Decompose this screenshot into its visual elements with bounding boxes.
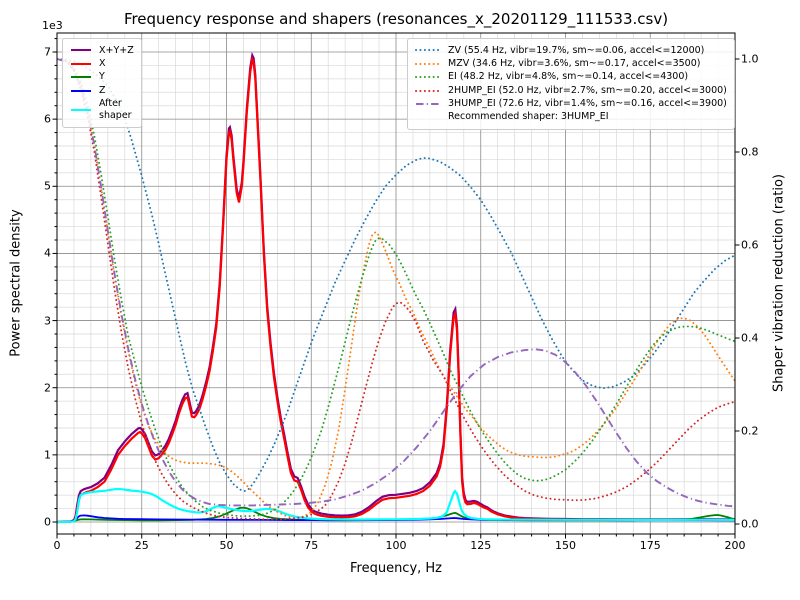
legend-entry: EI (48.2 Hz, vibr=4.8%, sm~=0.14, accel<… [415,71,727,83]
legend-entry: After shaper [70,98,134,122]
grid-minor [57,33,735,534]
y-left-tick-label: 4 [44,246,51,260]
legend-entry: Z [70,85,134,97]
legend-label: 3HUMP_EI (72.6 Hz, vibr=1.4%, sm~=0.16, … [448,98,727,109]
x-tick-label: 50 [219,539,234,552]
y-left-tick-label: 3 [44,314,51,328]
y-axis-left-label: Power spectral density [8,209,24,357]
legend-sample-line [415,89,441,92]
legend-label: Z [99,84,106,96]
legend-label: X+Y+Z [99,44,134,56]
series-mzv [57,58,735,519]
x-tick-label: 175 [639,539,661,552]
legend-entry: 2HUMP_EI (52.0 Hz, vibr=2.7%, sm~=0.20, … [415,85,727,97]
legend-label: 2HUMP_EI (52.0 Hz, vibr=2.7%, sm~=0.20, … [448,84,727,96]
legend-label: MZV (34.6 Hz, vibr=3.6%, sm~=0.17, accel… [448,57,701,69]
tick-marks [52,38,740,539]
x-tick-label: 25 [134,539,149,552]
x-axis-label: Frequency, Hz [349,561,443,576]
x-tick-label: 75 [304,539,319,552]
legend-sample-line [71,89,91,92]
legend-recommendation-note: Recommended shaper: 3HUMP_EI [415,111,727,123]
legend-entry: X [70,58,134,70]
y-left-tick-label: 1 [44,448,51,462]
legend-sample-line [71,76,91,79]
x-tick-label: 100 [385,539,407,552]
legend-label: ZV (55.4 Hz, vibr=19.7%, sm~=0.06, accel… [448,44,705,56]
legend-sample-line [415,62,441,65]
series-ei [57,58,735,518]
legend-entry: Y [70,71,134,83]
series-zv [57,58,735,493]
legend-sample-line [71,49,91,52]
series-2hump_ei [57,58,735,521]
series-lines [57,51,735,524]
series-3hump_ei [57,58,735,508]
legend-entry: MZV (34.6 Hz, vibr=3.6%, sm~=0.17, accel… [415,58,727,70]
legend-label: X [99,57,106,69]
legend-sample-spacer [415,112,441,122]
legend-entry: X+Y+Z [70,45,134,57]
y-axis-right-label: Shaper vibration reduction (ratio) [771,174,787,392]
y-right-tick-label: 0.8 [741,145,759,159]
legend-label: Recommended shaper: 3HUMP_EI [448,111,609,123]
legend-label: Y [99,71,105,83]
legend-entry: 3HUMP_EI (72.6 Hz, vibr=1.4%, sm~=0.16, … [415,98,727,110]
y-left-tick-label: 6 [44,112,51,126]
y-right-tick-label: 0.4 [741,331,759,345]
y-left-tick-label: 2 [44,381,51,395]
chart-title: Frequency response and shapers (resonanc… [123,10,669,28]
legend-sample-line [71,108,91,111]
legend-sample-line [415,49,441,52]
legend-sample-line [415,76,441,79]
y-axis-offset-label: 1e3 [42,19,63,32]
legend-label: EI (48.2 Hz, vibr=4.8%, sm~=0.14, accel<… [448,71,689,83]
x-tick-label: 125 [470,539,492,552]
legend-measured-signals: X+Y+Z X Y Z After shaper [62,38,142,129]
y-right-tick-label: 0.6 [741,238,759,252]
x-tick-label: 150 [555,539,576,552]
x-tick-label: 0 [53,539,61,552]
legend-sample-line [416,102,440,105]
legend-shapers: ZV (55.4 Hz, vibr=19.7%, sm~=0.06, accel… [407,38,735,130]
y-left-tick-label: 5 [44,179,51,193]
y-right-tick-label: 0.0 [741,517,759,531]
series-after-shaper [57,487,735,524]
y-left-tick-label: 7 [44,45,51,59]
legend-label: After shaper [99,98,132,121]
y-right-tick-label: 0.2 [741,424,759,438]
y-right-tick-label: 1.0 [741,52,759,66]
legend-sample-line [71,62,91,65]
x-tick-label: 200 [724,539,746,552]
legend-entry: ZV (55.4 Hz, vibr=19.7%, sm~=0.06, accel… [415,45,727,57]
y-left-tick-label: 0 [44,515,51,529]
